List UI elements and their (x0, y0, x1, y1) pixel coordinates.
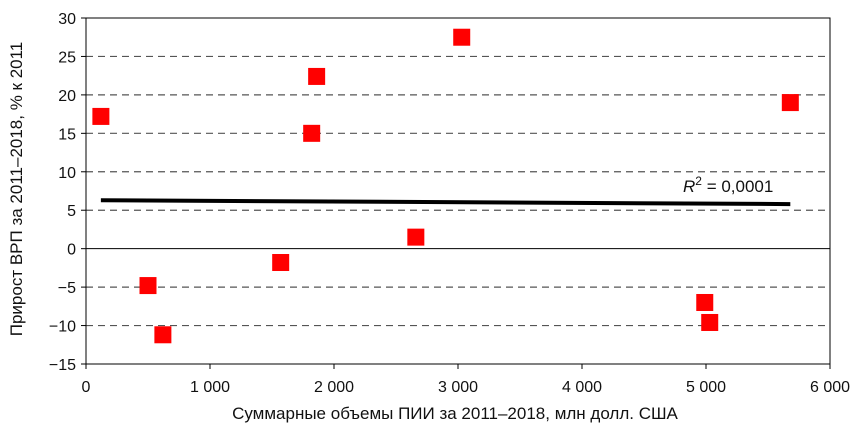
axes (81, 17, 831, 369)
x-tick-label: 1 000 (190, 379, 230, 396)
data-point (303, 124, 321, 142)
data-point (92, 107, 110, 125)
data-points (92, 28, 799, 344)
y-axis-title: Прирост ВРП за 2011–2018, % к 2011 (7, 42, 26, 337)
data-point (407, 228, 425, 246)
trendline-group (100, 198, 791, 207)
y-tick-label: −15 (49, 357, 76, 374)
data-point (696, 293, 714, 311)
y-tick-label: −10 (49, 319, 76, 336)
y-tick-label: −5 (58, 280, 76, 297)
trendline (100, 198, 791, 207)
x-tick-label: 5 000 (686, 379, 726, 396)
data-point (781, 94, 799, 112)
x-tick-label: 6 000 (810, 379, 850, 396)
data-point (701, 313, 719, 331)
y-tick-label: 15 (58, 126, 76, 143)
data-point (139, 277, 157, 295)
r-squared-value: = 0,0001 (702, 177, 773, 196)
y-tick-label: 0 (67, 242, 76, 259)
data-point (154, 326, 172, 344)
x-axis-title: Суммарные объемы ПИИ за 2011–2018, млн д… (232, 404, 678, 423)
tick-labels: −15 −10 −5 0 5 10 15 20 25 30 0 1 000 2 000 3 000 4 00… (49, 11, 850, 396)
y-tick-label: 5 (67, 203, 76, 220)
data-point (453, 28, 471, 46)
y-tick-label: 30 (58, 11, 76, 28)
y-tick-label: 25 (58, 49, 76, 66)
data-point (308, 67, 326, 85)
x-tick-label: 2 000 (314, 379, 354, 396)
x-tick-label: 0 (82, 379, 91, 396)
x-tick-label: 4 000 (562, 379, 602, 396)
r-squared-annotation: R2 = 0,0001 (683, 174, 773, 196)
r-squared-exponent: 2 (695, 174, 702, 188)
x-tick-label: 3 000 (438, 379, 478, 396)
y-tick-label: 20 (58, 88, 76, 105)
y-tick-label: 10 (58, 165, 76, 182)
data-point (272, 254, 290, 272)
r-squared-symbol: R (683, 177, 695, 196)
grid-lines (86, 55, 830, 327)
